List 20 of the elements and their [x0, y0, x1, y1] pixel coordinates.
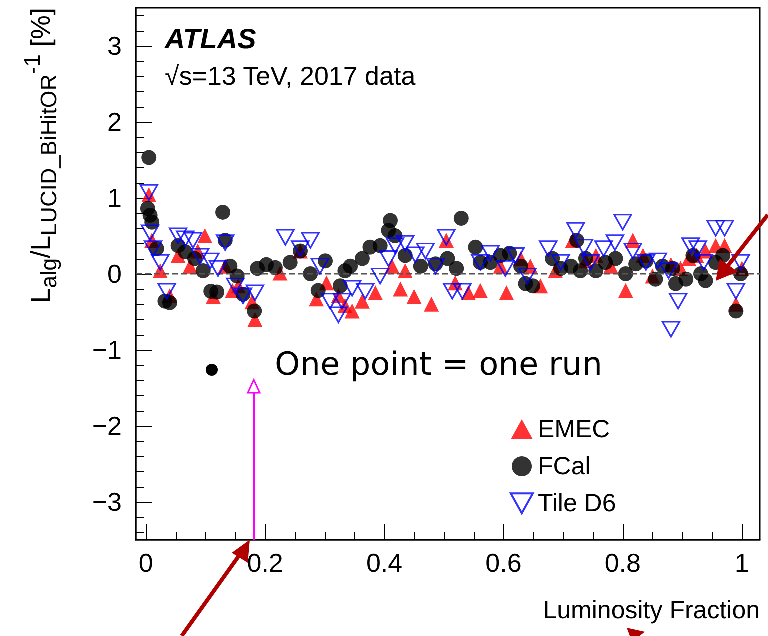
- x-tick-label: 0.8: [604, 548, 641, 578]
- y-tick-label: −3: [92, 487, 122, 517]
- y-tick-label: −1: [92, 335, 122, 365]
- y-tick-label: 3: [108, 31, 122, 61]
- legend-label: FCal: [538, 452, 591, 480]
- y-tick-label: 1: [108, 183, 122, 213]
- x-tick-label: 0.2: [247, 548, 284, 578]
- legend-label: EMEC: [538, 416, 610, 444]
- y-tick-label: −2: [92, 411, 122, 441]
- y-tick-label: 0: [108, 259, 122, 289]
- x-tick-label: 0: [138, 548, 154, 578]
- x-tick-label: 0.6: [486, 548, 522, 578]
- x-axis-title: Luminosity Fraction: [543, 596, 760, 624]
- legend-label: Tile D6: [538, 490, 616, 518]
- text: √s=13 TeV, 2017 data: [165, 61, 416, 91]
- x-tick-label: 0.4: [366, 548, 403, 578]
- text: ATLAS: [164, 24, 257, 54]
- x-tick-label: 1: [734, 548, 750, 578]
- y-tick-label: 2: [108, 107, 122, 137]
- annotation: One point = one run: [275, 345, 603, 383]
